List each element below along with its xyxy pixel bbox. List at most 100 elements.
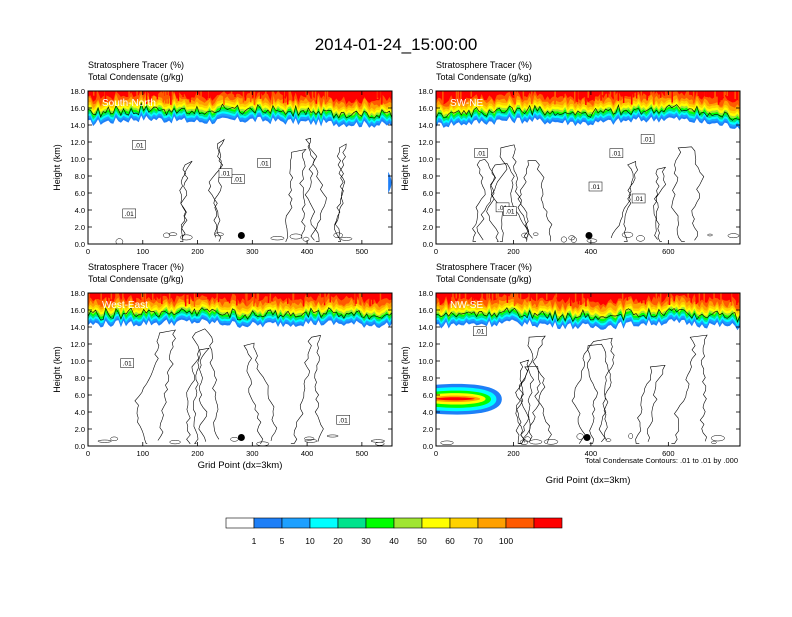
colorbar-label: 1 xyxy=(252,536,257,546)
colorbar-swatch xyxy=(365,517,395,529)
y-tick-label: 18.0 xyxy=(70,289,85,298)
tracer-streak xyxy=(269,293,272,303)
x-tick-label: 0 xyxy=(86,449,90,458)
y-tick-label: 4.0 xyxy=(423,206,433,215)
colorbar-label: 40 xyxy=(389,536,399,546)
tracer-streak xyxy=(360,293,362,306)
tracer-streak xyxy=(305,91,308,96)
contour-label-box xyxy=(473,326,487,336)
tracer-streak xyxy=(607,91,609,98)
tracer-streak xyxy=(88,293,90,303)
condensate-blob xyxy=(636,235,645,242)
tracer-streak xyxy=(230,91,233,97)
condensate-blob xyxy=(524,436,531,443)
tracer-streak xyxy=(622,91,625,104)
tracer-streak xyxy=(495,293,498,299)
tracer-streak xyxy=(721,91,723,97)
y-tick-label: 14.0 xyxy=(70,121,85,130)
tracer-streak xyxy=(256,293,258,307)
tracer-streak xyxy=(246,293,248,307)
location-marker xyxy=(583,434,591,441)
contour-label: .01 xyxy=(609,148,624,158)
y-axis-label: Height (km) xyxy=(52,346,62,393)
tracer-streak xyxy=(631,91,633,105)
y-tick-label: 12.0 xyxy=(70,340,85,349)
tracer-streak xyxy=(161,293,163,305)
condensate-contour xyxy=(179,160,193,242)
condensate-blob xyxy=(214,232,224,237)
tracer-streak xyxy=(577,293,580,305)
plot-frame xyxy=(435,90,741,245)
tracer-streak xyxy=(184,293,187,307)
tracer-streak xyxy=(455,293,457,299)
tracer-streak xyxy=(723,91,726,97)
contour-label-box xyxy=(120,358,134,368)
tracer-streak xyxy=(698,293,701,305)
tracer-streak xyxy=(635,91,638,99)
tracer-streak xyxy=(162,91,165,103)
x-tick-label: 500 xyxy=(356,449,369,458)
contour-label-box xyxy=(631,193,646,204)
plot-frame xyxy=(435,292,741,447)
tracer-streak xyxy=(576,91,578,102)
tracer-streak xyxy=(736,293,738,305)
tracer-streak xyxy=(715,293,718,299)
condensate-contour xyxy=(243,342,278,444)
contour-label: .01 xyxy=(588,181,603,192)
upper-contour xyxy=(88,101,392,119)
tracer-streak xyxy=(557,293,560,299)
panel-label: South-North xyxy=(102,98,156,109)
tracer-streak xyxy=(94,91,96,97)
panel-title-condensate: Total Condensate (g/kg) xyxy=(88,274,184,284)
tracer-streak xyxy=(714,91,716,101)
y-tick-label: 16.0 xyxy=(70,104,85,113)
tracer-streak xyxy=(464,293,467,302)
tracer-streak xyxy=(704,91,707,97)
contour-label-box xyxy=(122,208,136,219)
tracer-streak xyxy=(574,293,577,306)
tracer-streak xyxy=(188,293,191,304)
tracer-streak xyxy=(707,91,710,98)
condensate-blob xyxy=(628,433,634,440)
condensate-blob xyxy=(115,238,124,244)
tracer-streak xyxy=(207,293,209,300)
tracer-streak xyxy=(660,91,662,98)
tracer-streak xyxy=(563,91,565,98)
tracer-streak xyxy=(668,293,671,305)
tracer-streak xyxy=(277,91,280,98)
tracer-streak xyxy=(593,91,595,101)
tracer-streak xyxy=(457,91,460,104)
tracer-streak xyxy=(328,91,330,96)
tracer-streak xyxy=(690,293,692,303)
tracer-streak xyxy=(729,293,732,302)
y-tick-label: 2.0 xyxy=(75,223,85,232)
condensate-blob xyxy=(289,233,303,240)
panel-nw-se: Stratosphere Tracer (%) Total Condensate … xyxy=(400,262,741,486)
plot-frame xyxy=(87,90,393,245)
contour-label: .01 xyxy=(631,193,646,204)
x-tick-label: 500 xyxy=(356,247,369,256)
tracer-streak xyxy=(319,293,321,304)
x-tick-label: 100 xyxy=(137,449,150,458)
tracer-band-11 xyxy=(88,293,392,304)
tracer-streak xyxy=(344,91,346,97)
condensate-blob xyxy=(727,233,740,239)
y-tick-label: 16.0 xyxy=(70,306,85,315)
condensate-blob xyxy=(340,236,353,241)
tracer-streak xyxy=(703,293,705,305)
x-axis-label: Grid Point (dx=3km) xyxy=(546,475,631,486)
tracer-streak xyxy=(609,91,612,96)
tracer-streak xyxy=(287,91,289,105)
tracer-streak xyxy=(228,293,231,304)
tracer-streak xyxy=(223,91,225,105)
tracer-streak xyxy=(193,293,196,307)
tracer-streak xyxy=(640,91,643,101)
tracer-streak xyxy=(713,293,715,305)
y-axis-label: Height (km) xyxy=(400,144,410,191)
tracer-streak xyxy=(326,91,329,102)
condensate-blob xyxy=(570,236,577,243)
x-axis-label: Grid Point (dx=3km) xyxy=(198,460,283,471)
y-tick-label: 14.0 xyxy=(418,323,433,332)
tracer-streak xyxy=(549,91,551,100)
tracer-streak xyxy=(536,293,538,307)
